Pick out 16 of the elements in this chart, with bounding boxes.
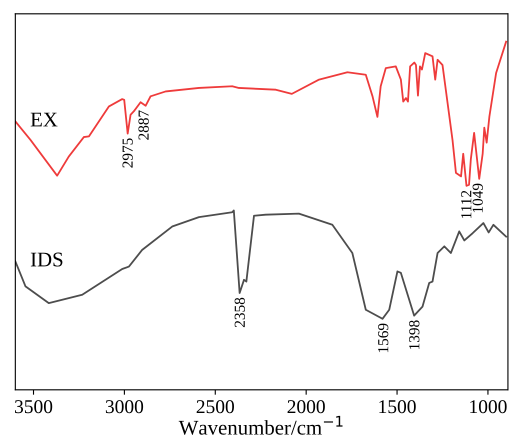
x-tick-label: 1500 bbox=[379, 400, 416, 414]
x-tick-label: 1000 bbox=[470, 400, 507, 414]
x-axis-title: Wavenumber/cm$^{−1}$ bbox=[178, 416, 343, 435]
series-label: EX bbox=[30, 112, 58, 126]
annotation: 1112 bbox=[461, 190, 472, 218]
annotation: 1398 bbox=[409, 320, 420, 350]
annotation: 2358 bbox=[234, 298, 245, 328]
series-label: IDS bbox=[30, 252, 62, 267]
x-tick-label: 3500 bbox=[14, 400, 52, 414]
annotation: 2975 bbox=[122, 138, 133, 168]
annotation: 1049 bbox=[472, 184, 483, 212]
annotation: 1569 bbox=[378, 324, 388, 352]
x-tick-label: 2000 bbox=[288, 400, 325, 414]
x-tick-label: 2500 bbox=[196, 400, 234, 414]
annotation: 2887 bbox=[138, 110, 149, 140]
x-tick-label: 3000 bbox=[106, 400, 144, 414]
